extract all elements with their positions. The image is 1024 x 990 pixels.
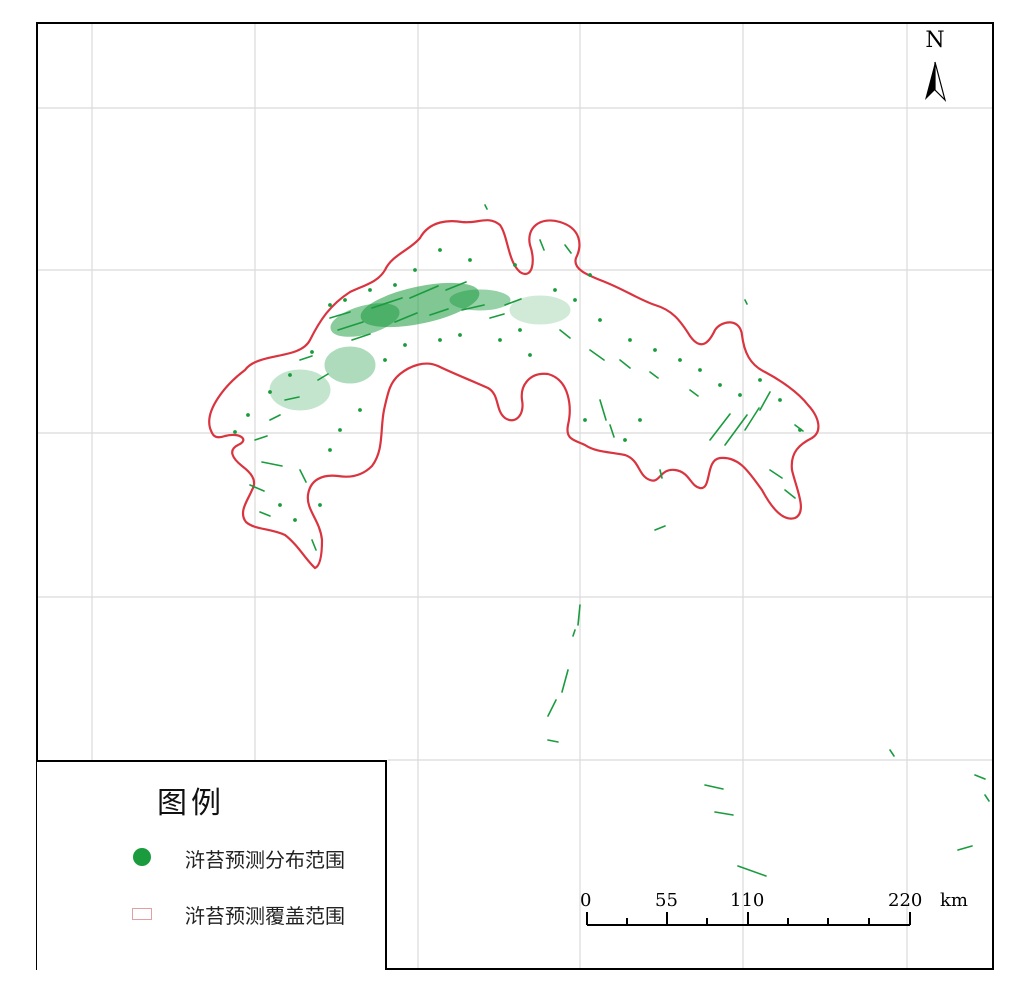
coverage-outline (208, 219, 820, 570)
legend-title: 图例 (157, 786, 225, 821)
scale-unit: km (940, 890, 968, 911)
north-label: N (925, 28, 945, 53)
legend-panel: 图例 浒苔预测分布范围 浒苔预测覆盖范围 (37, 760, 387, 970)
scale-tick-0: 0 (580, 890, 592, 911)
scale-bar (586, 912, 911, 926)
scale-tick-220: 220 (888, 890, 923, 911)
legend-item-distribution: 浒苔预测分布范围 (185, 848, 345, 872)
legend-item-coverage: 浒苔预测覆盖范围 (185, 904, 345, 928)
coverage-symbol-icon (132, 908, 152, 920)
scale-tick-110: 110 (730, 890, 765, 911)
distribution-symbol-icon (133, 848, 151, 866)
north-arrow-icon (925, 61, 947, 102)
scale-tick-55: 55 (655, 890, 678, 911)
graticule (38, 24, 992, 968)
distribution-patches (233, 204, 990, 877)
